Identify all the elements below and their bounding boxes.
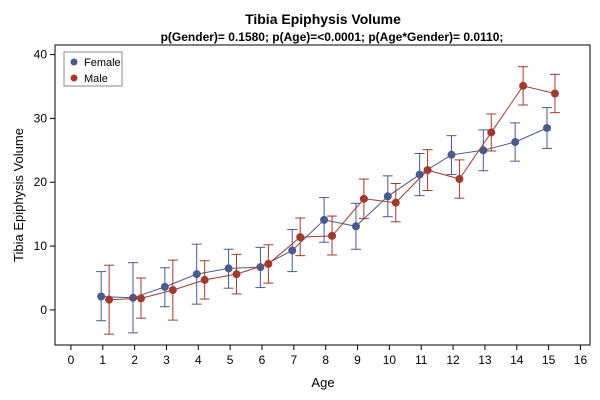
chart-subtitle: p(Gender)= 0.1580; p(Age)=<0.0001; p(Age… [161,30,504,44]
legend-marker-female [70,58,78,66]
x-tick-label: 1 [99,353,106,367]
data-point-male [200,275,209,284]
x-tick-label: 8 [322,353,329,367]
x-tick-label: 11 [415,353,428,367]
data-point-male [168,286,177,295]
data-point-female [511,138,520,147]
legend-marker-male [70,74,78,82]
data-point-female [224,264,233,273]
x-tick-label: 16 [574,353,588,367]
data-point-female [320,215,329,224]
data-point-male [232,270,241,279]
y-tick-label: 40 [34,48,48,62]
x-tick-label: 4 [195,353,202,367]
data-point-male [264,259,273,268]
data-point-female [351,222,360,231]
y-axis-label: Tibia Epiphysis Volume [11,128,26,262]
data-point-male [359,194,368,203]
data-point-male [487,128,496,137]
x-tick-label: 7 [290,353,297,367]
data-point-female [129,293,138,302]
x-tick-label: 6 [259,353,266,367]
data-point-male [296,233,305,242]
data-point-male [455,175,464,184]
x-axis: 0 1 2 3 4 5 6 7 8 9 10 11 12 13 14 15 16 [68,345,588,367]
data-point-female [256,263,265,272]
series-layer [96,66,560,335]
x-tick-label: 14 [510,353,524,367]
data-point-male [105,295,114,304]
data-point-female [415,170,424,179]
legend-label-female: Female [84,57,121,69]
x-tick-label: 10 [383,353,397,367]
legend: Female Male [63,51,123,87]
x-tick-label: 5 [227,353,234,367]
data-point-female [192,270,201,279]
x-tick-label: 3 [163,353,170,367]
data-point-female [97,292,106,301]
x-tick-label: 9 [354,353,361,367]
x-tick-label: 13 [478,353,492,367]
x-tick-label: 15 [542,353,556,367]
data-point-female [479,146,488,155]
plot-frame [54,44,591,346]
data-point-male [519,81,528,90]
x-tick-label: 0 [68,353,75,367]
chart-title: Tibia Epiphysis Volume [245,11,401,27]
y-tick-label: 30 [34,111,48,125]
data-point-female [160,282,169,291]
data-point-male [550,89,559,98]
data-point-male [328,231,337,240]
series-female [96,107,553,334]
data-point-female [288,246,297,255]
y-axis: 0 10 20 30 40 [34,48,55,317]
data-point-female [543,123,552,132]
data-point-female [447,150,456,159]
x-axis-label: Age [311,375,334,390]
data-point-female [383,192,392,201]
series-line-male [109,85,556,301]
y-tick-label: 10 [34,239,48,253]
x-tick-label: 2 [131,353,138,367]
y-tick-label: 20 [34,175,48,189]
y-tick-label: 0 [40,303,47,317]
data-point-male [136,294,145,303]
legend-label-male: Male [84,73,108,85]
x-tick-label: 12 [446,353,460,367]
data-point-male [423,166,432,175]
series-male [104,66,560,335]
data-point-male [391,198,400,207]
